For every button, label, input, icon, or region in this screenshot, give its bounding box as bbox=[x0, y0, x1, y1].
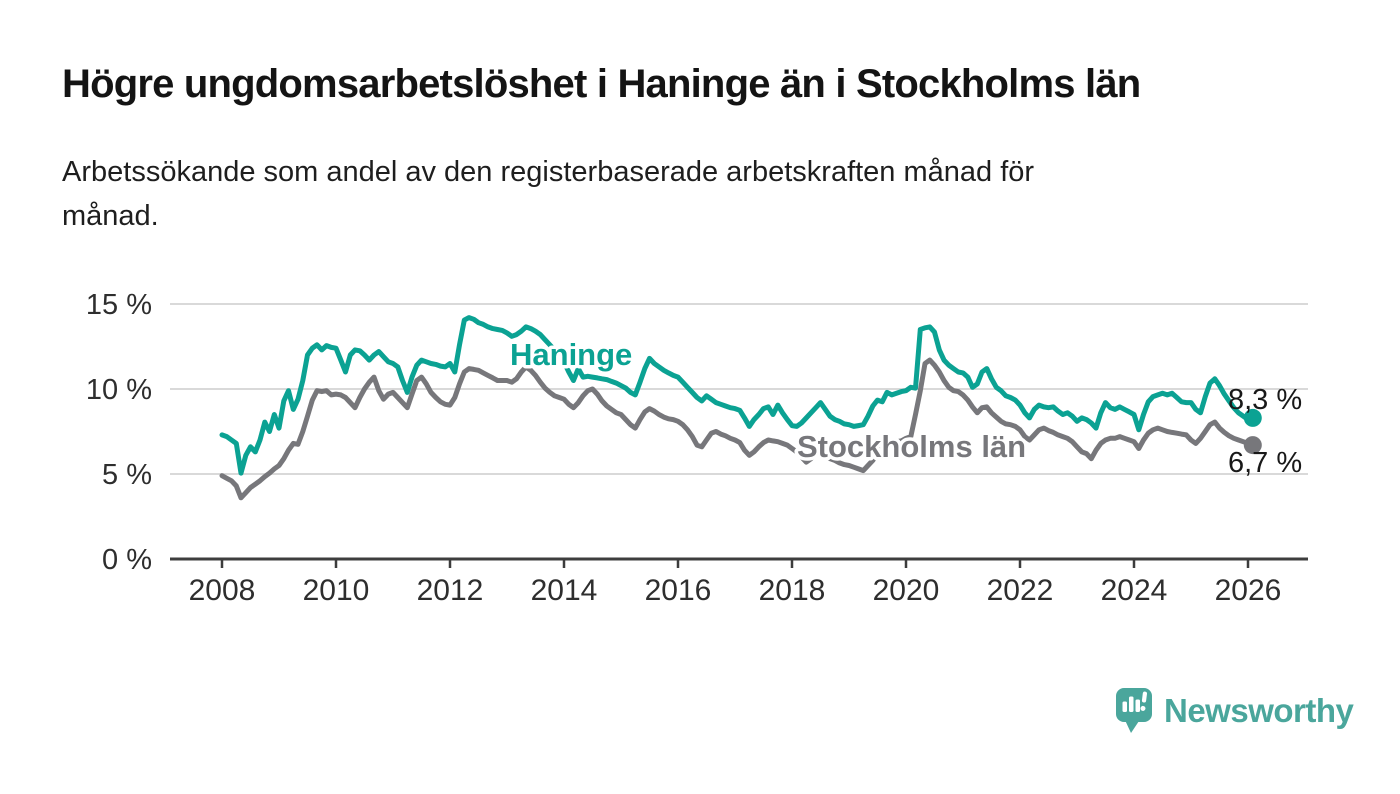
x-axis-tick-label: 2024 bbox=[1101, 574, 1168, 607]
logo-wordmark: Newsworthy bbox=[1164, 692, 1355, 729]
series-label-haninge: Haninge bbox=[510, 337, 632, 372]
x-axis-tick-label: 2014 bbox=[531, 574, 598, 607]
x-axis-tick-label: 2010 bbox=[303, 574, 370, 607]
x-axis-tick-label: 2020 bbox=[873, 574, 940, 607]
x-axis-ticks bbox=[220, 559, 1250, 568]
y-axis-tick-label: 15 % bbox=[86, 289, 152, 321]
x-axis-tick-label: 2022 bbox=[987, 574, 1054, 607]
series-end-dot-haninge bbox=[1243, 408, 1262, 427]
x-axis-tick-label: 2026 bbox=[1215, 574, 1282, 607]
y-axis-tick-label: 5 % bbox=[102, 459, 152, 491]
chart-title: Högre ungdomsarbetslöshet i Haninge än i… bbox=[62, 62, 1141, 106]
logo-exclamation-icon bbox=[1140, 691, 1147, 711]
chart-subtitle: Arbetssökande som andel av den registerb… bbox=[62, 150, 1034, 238]
series-line-stockholms-lan bbox=[219, 357, 1256, 501]
x-axis-tick-label: 2008 bbox=[189, 574, 256, 607]
x-axis-tick-label: 2016 bbox=[645, 574, 712, 607]
x-axis-tick-label: 2018 bbox=[759, 574, 826, 607]
y-axis-tick-label: 0 % bbox=[102, 544, 152, 576]
series-line-haninge bbox=[219, 315, 1256, 476]
chart-subtitle-line2: månad. bbox=[62, 200, 159, 232]
end-value-label-haninge: 8,3 % bbox=[1228, 384, 1302, 416]
x-axis-tick-label: 2012 bbox=[417, 574, 484, 607]
y-axis-tick-labels: 0 % 5 % 10 % 15 % bbox=[86, 289, 152, 576]
x-axis-tick-labels: 2008 2010 2012 2014 2016 2018 2020 2022 2024 2026 bbox=[189, 574, 1282, 607]
series-label-stockholms-lan: Stockholms län bbox=[797, 429, 1026, 464]
newsworthy-logo: Newsworthy bbox=[1116, 688, 1355, 733]
gridlines bbox=[170, 303, 1308, 475]
y-axis-tick-label: 10 % bbox=[86, 374, 152, 406]
series-end-dot-stockholms-lan bbox=[1243, 436, 1262, 455]
logo-bar-chart-icon bbox=[1122, 696, 1140, 712]
end-value-label-stockholms-lan: 6,7 % bbox=[1228, 447, 1302, 479]
logo-speech-bubble-icon bbox=[1116, 688, 1152, 733]
chart-subtitle-line1: Arbetssökande som andel av den registerb… bbox=[62, 156, 1035, 188]
